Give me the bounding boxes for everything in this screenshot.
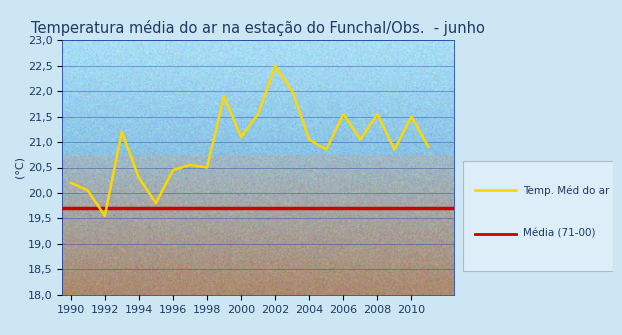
Text: Temp. Méd do ar: Temp. Méd do ar (523, 185, 610, 196)
Y-axis label: (°C): (°C) (15, 156, 25, 179)
FancyBboxPatch shape (463, 161, 613, 271)
Text: Média (71-00): Média (71-00) (523, 229, 596, 239)
Title: Temperatura média do ar na estação do Funchal/Obs.  - junho: Temperatura média do ar na estação do Fu… (31, 20, 485, 36)
